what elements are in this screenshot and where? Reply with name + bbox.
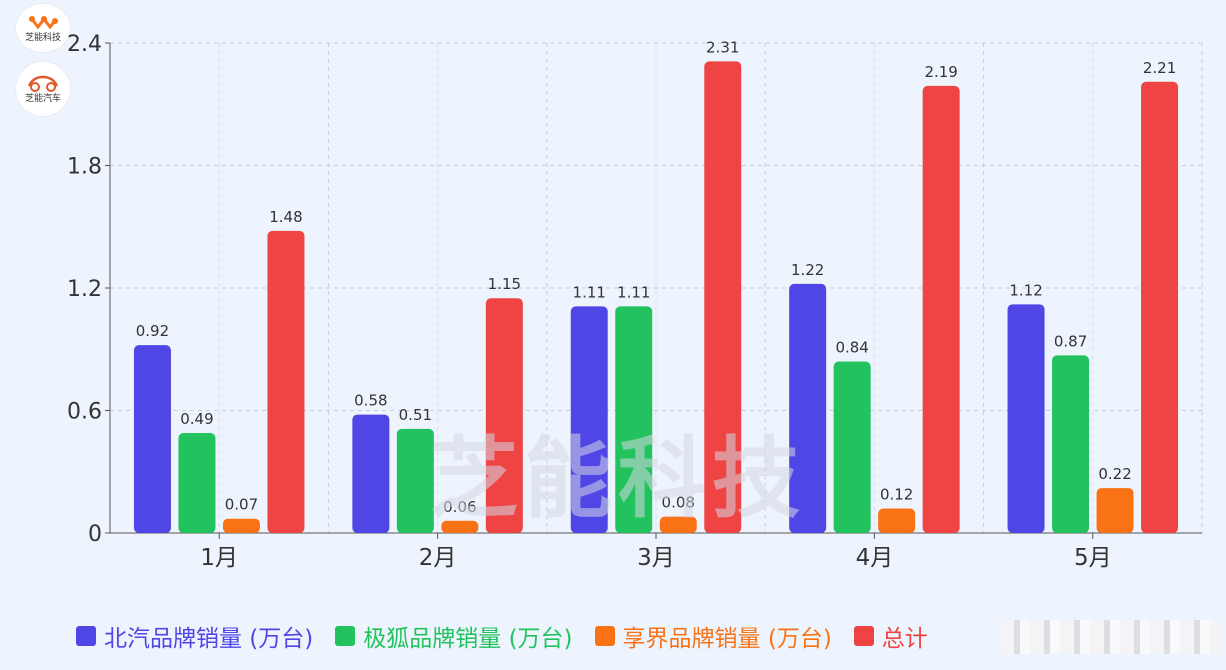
x-tick-label: 1月 [200,545,238,571]
data-label: 0.87 [1054,332,1087,350]
bar [396,428,434,533]
brand-logo: 芝能汽车 [16,62,70,116]
legend-label: 享界品牌销量 (万台) [622,626,832,652]
bar [570,306,608,533]
data-label: 1.12 [1009,281,1042,299]
bar [441,520,479,533]
bar [267,230,305,534]
bar [704,61,742,533]
data-label: 1.22 [791,261,824,279]
data-label: 0.58 [354,392,387,410]
data-label: 1.11 [617,283,650,301]
legend-swatch [76,626,96,646]
legend-item: 极狐品牌销量 (万台) [335,619,573,653]
logo-text: 芝能汽车 [24,94,61,104]
data-label: 0.07 [225,496,258,514]
bar [222,518,260,533]
legend-item: 北汽品牌销量 (万台) [76,619,313,653]
y-tick-label: 2.4 [67,32,102,57]
x-tick-label: 4月 [856,545,894,571]
bar [485,298,523,533]
data-label: 0.06 [443,498,476,516]
chart-legend: 北汽品牌销量 (万台) 极狐品牌销量 (万台) 享界品牌销量 (万台) 总计 [76,618,1216,654]
data-label: 0.84 [835,339,868,357]
bar [1096,488,1134,533]
obscured-region [1000,620,1220,654]
y-tick-label: 1.2 [67,277,102,302]
data-label: 2.31 [706,38,739,56]
company-logo: 芝能科技 [16,4,70,52]
bar [922,85,960,533]
y-tick-label: 0 [88,522,102,547]
bar [878,508,916,533]
y-tick-label: 1.8 [67,155,102,180]
bar [1052,355,1090,533]
bar [178,432,216,533]
legend-swatch [853,626,874,646]
data-label: 1.11 [573,283,606,301]
data-label: 0.92 [136,322,169,340]
data-label: 0.49 [180,410,213,428]
x-tick-label: 3月 [637,545,675,571]
legend-label: 北汽品牌销量 (万台) [104,626,314,652]
car-logo-icon [27,75,59,92]
molecule-logo-icon [29,16,58,30]
bar [659,516,697,533]
legend-item: 享界品牌销量 (万台) [594,619,832,653]
data-label: 1.15 [488,275,521,293]
bar [1007,304,1045,533]
legend-item: 总计 [853,619,928,653]
bar [1141,81,1179,534]
logo-text: 芝能科技 [24,33,61,43]
legend-label: 极狐品牌销量 (万台) [363,626,573,652]
data-label: 0.51 [399,406,432,424]
data-label: 1.48 [269,208,302,226]
x-tick-label: 5月 [1074,545,1112,571]
legend-label: 总计 [881,626,928,652]
legend-swatch [594,626,615,646]
bar [789,283,827,533]
data-label: 2.21 [1143,59,1176,77]
bar [615,306,653,533]
watermark-text: 芝能科技 [430,427,807,530]
bar [133,345,171,533]
legend-swatch [335,626,356,646]
data-label: 0.12 [880,486,913,504]
data-label: 2.19 [924,63,957,81]
data-label: 0.08 [662,494,695,512]
bar [833,361,871,533]
bar [352,414,390,533]
x-tick-label: 2月 [419,545,457,571]
data-label: 0.22 [1098,465,1131,483]
y-tick-label: 0.6 [67,400,102,425]
